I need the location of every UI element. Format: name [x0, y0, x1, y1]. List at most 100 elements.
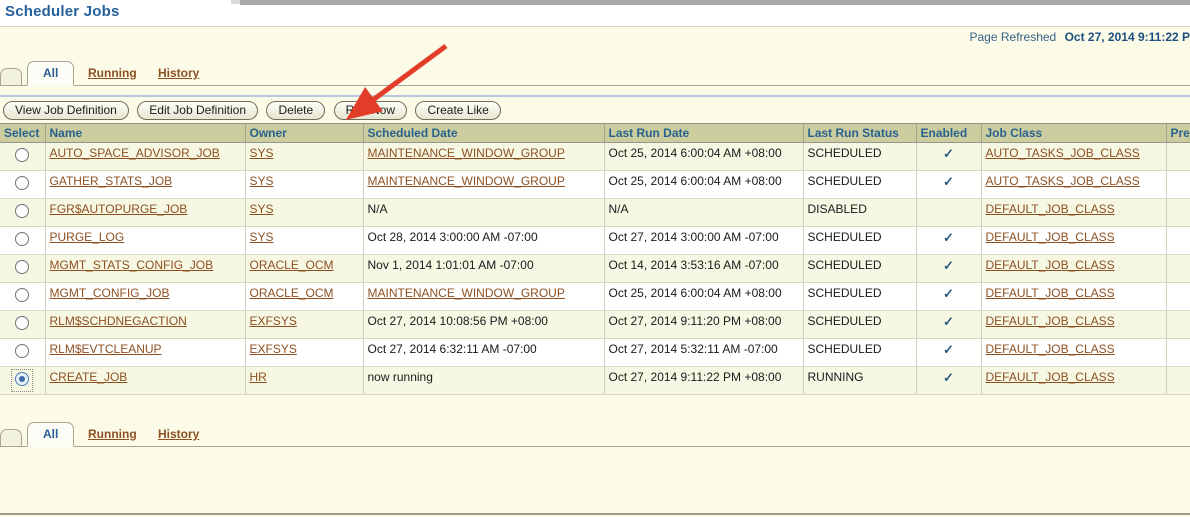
- job-name-link[interactable]: AUTO_SPACE_ADVISOR_JOB: [49, 146, 220, 160]
- owner-link[interactable]: SYS: [249, 202, 274, 216]
- pre-cell: [1165, 226, 1190, 255]
- job-name-link[interactable]: CREATE_JOB: [49, 370, 128, 384]
- pre-cell: [1165, 170, 1190, 199]
- job-class-link[interactable]: DEFAULT_JOB_CLASS: [985, 230, 1115, 244]
- select-radio[interactable]: [15, 288, 30, 302]
- owner-link[interactable]: EXFSYS: [249, 342, 297, 356]
- last-run-date-cell: Oct 27, 2014 9:11:20 PM +08:00: [603, 310, 803, 339]
- job-name-link[interactable]: MGMT_STATS_CONFIG_JOB: [49, 258, 214, 272]
- enabled-cell: ✓: [915, 282, 981, 311]
- select-radio[interactable]: [15, 232, 30, 246]
- owner-link[interactable]: SYS: [249, 230, 274, 244]
- job-class-cell: DEFAULT_JOB_CLASS: [980, 282, 1166, 311]
- tab-history[interactable]: History: [158, 66, 200, 80]
- scheduled-date-cell: Oct 28, 2014 3:00:00 AM -07:00: [362, 226, 604, 255]
- job-class-link[interactable]: DEFAULT_JOB_CLASS: [985, 202, 1115, 216]
- job-class-link[interactable]: DEFAULT_JOB_CLASS: [985, 370, 1115, 384]
- enabled-check-icon: ✓: [943, 314, 954, 329]
- table-row: RLM$EVTCLEANUP EXFSYS Oct 27, 2014 6:32:11…: [0, 338, 1190, 367]
- scheduled-date-cell: MAINTENANCE_WINDOW_GROUP: [362, 142, 604, 171]
- col-header-scheduled-date: Scheduled Date: [362, 123, 604, 143]
- owner-link[interactable]: ORACLE_OCM: [249, 258, 334, 272]
- select-radio[interactable]: [15, 204, 30, 218]
- page-title: Scheduler Jobs: [5, 3, 120, 20]
- job-class-link[interactable]: AUTO_TASKS_JOB_CLASS: [985, 174, 1140, 188]
- owner-link[interactable]: SYS: [249, 174, 274, 188]
- select-cell: [0, 170, 45, 199]
- owner-cell: ORACLE_OCM: [244, 282, 363, 311]
- last-run-status-cell: SCHEDULED: [802, 142, 916, 171]
- tab-stub: [0, 429, 22, 446]
- table-row: RLM$SCHDNEGACTION EXFSYS Oct 27, 2014 10:0…: [0, 310, 1190, 339]
- owner-link[interactable]: SYS: [249, 146, 274, 160]
- enabled-check-icon: ✓: [943, 258, 954, 273]
- page-bottom-rule: [0, 513, 1190, 515]
- job-name-link[interactable]: MGMT_CONFIG_JOB: [49, 286, 170, 300]
- select-radio[interactable]: [15, 344, 30, 358]
- select-radio[interactable]: [15, 260, 30, 274]
- name-cell: PURGE_LOG: [44, 226, 245, 255]
- scheduled-date-cell: now running: [362, 366, 604, 395]
- tab-history[interactable]: History: [158, 427, 200, 441]
- job-name-link[interactable]: PURGE_LOG: [49, 230, 125, 244]
- create-like-button[interactable]: Create Like: [415, 101, 501, 120]
- name-cell: MGMT_STATS_CONFIG_JOB: [44, 254, 245, 283]
- job-class-link[interactable]: AUTO_TASKS_JOB_CLASS: [985, 146, 1140, 160]
- bottom-gap: [0, 395, 1190, 422]
- job-class-link[interactable]: DEFAULT_JOB_CLASS: [985, 314, 1115, 328]
- last-run-status-cell: SCHEDULED: [802, 254, 916, 283]
- select-cell: [0, 142, 45, 171]
- run-now-button[interactable]: Run Now: [333, 101, 407, 120]
- owner-link[interactable]: ORACLE_OCM: [249, 286, 334, 300]
- schedule-window-link[interactable]: MAINTENANCE_WINDOW_GROUP: [367, 146, 565, 160]
- job-actions-toolbar: View Job Definition Edit Job Definition …: [0, 97, 1190, 123]
- radio-wrap: [13, 203, 31, 222]
- scheduled-date-cell: Oct 27, 2014 6:32:11 AM -07:00: [362, 338, 604, 367]
- schedule-window-link[interactable]: MAINTENANCE_WINDOW_GROUP: [367, 174, 565, 188]
- col-header-select: Select: [0, 123, 45, 143]
- tab-all[interactable]: All: [27, 422, 75, 447]
- owner-link[interactable]: HR: [249, 370, 267, 384]
- page-refreshed-label: Page Refreshed: [969, 30, 1057, 44]
- radio-wrap: [13, 147, 31, 166]
- enabled-check-icon: ✓: [943, 230, 954, 245]
- select-radio[interactable]: [15, 372, 30, 386]
- view-job-definition-button[interactable]: View Job Definition: [3, 101, 129, 120]
- col-header-last-run-status: Last Run Status: [802, 123, 916, 143]
- owner-link[interactable]: EXFSYS: [249, 314, 297, 328]
- select-radio[interactable]: [15, 148, 30, 162]
- job-name-link[interactable]: FGR$AUTOPURGE_JOB: [49, 202, 188, 216]
- tab-running[interactable]: Running: [88, 66, 137, 80]
- select-radio[interactable]: [15, 176, 30, 190]
- delete-button[interactable]: Delete: [266, 101, 326, 120]
- scheduler-jobs-table: Select Name Owner Scheduled Date Last Ru…: [0, 123, 1190, 395]
- radio-wrap: [13, 315, 31, 334]
- job-name-link[interactable]: GATHER_STATS_JOB: [49, 174, 173, 188]
- last-run-date-cell: N/A: [603, 198, 803, 227]
- job-name-link[interactable]: RLM$SCHDNEGACTION: [49, 314, 187, 328]
- tab-all[interactable]: All: [27, 61, 75, 86]
- enabled-cell: [915, 198, 981, 227]
- job-name-link[interactable]: RLM$EVTCLEANUP: [49, 342, 162, 356]
- job-class-link[interactable]: DEFAULT_JOB_CLASS: [985, 342, 1115, 356]
- job-class-cell: AUTO_TASKS_JOB_CLASS: [980, 170, 1166, 199]
- last-run-status-cell: SCHEDULED: [802, 170, 916, 199]
- name-cell: FGR$AUTOPURGE_JOB: [44, 198, 245, 227]
- job-class-link[interactable]: DEFAULT_JOB_CLASS: [985, 258, 1115, 272]
- select-radio[interactable]: [15, 316, 30, 330]
- name-cell: RLM$SCHDNEGACTION: [44, 310, 245, 339]
- schedule-window-link[interactable]: MAINTENANCE_WINDOW_GROUP: [367, 286, 565, 300]
- job-class-cell: DEFAULT_JOB_CLASS: [980, 198, 1166, 227]
- edit-job-definition-button[interactable]: Edit Job Definition: [137, 101, 259, 120]
- job-class-link[interactable]: DEFAULT_JOB_CLASS: [985, 286, 1115, 300]
- name-cell: RLM$EVTCLEANUP: [44, 338, 245, 367]
- tab-running[interactable]: Running: [88, 427, 137, 441]
- job-class-cell: DEFAULT_JOB_CLASS: [980, 310, 1166, 339]
- owner-cell: SYS: [244, 170, 363, 199]
- last-run-status-cell: SCHEDULED: [802, 338, 916, 367]
- table-row: GATHER_STATS_JOB SYS MAINTENANCE_WINDOW_GR…: [0, 170, 1190, 199]
- table-row: MGMT_STATS_CONFIG_JOB ORACLE_OCM Nov 1, 20…: [0, 254, 1190, 283]
- radio-wrap: [13, 259, 31, 278]
- enabled-cell: ✓: [915, 142, 981, 171]
